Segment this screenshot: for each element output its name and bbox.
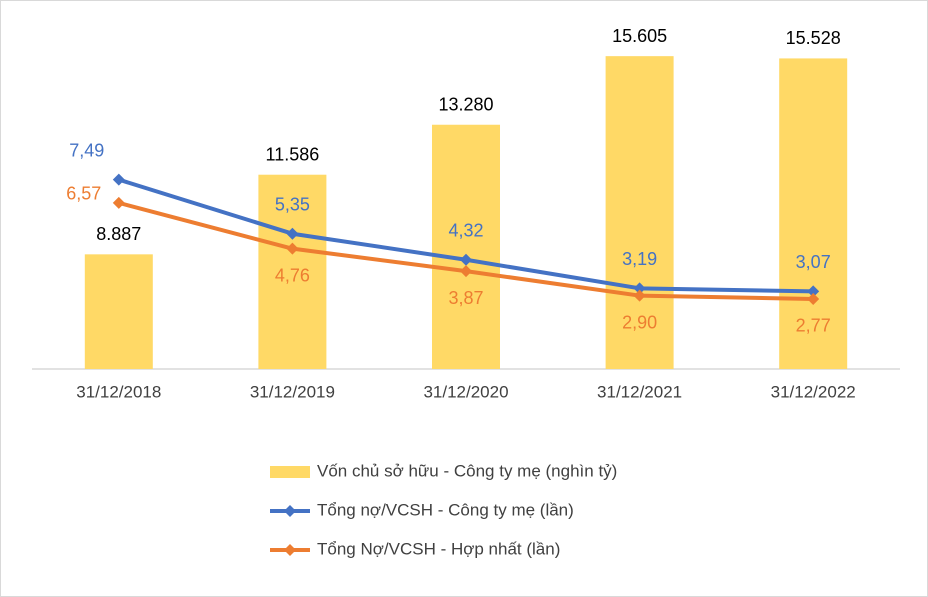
x-tick-label: 31/12/2020	[423, 382, 508, 401]
bar	[258, 174, 327, 369]
bar	[432, 124, 500, 370]
value-label: 15.528	[786, 28, 841, 48]
marker	[286, 227, 299, 240]
legend-marker	[284, 544, 296, 556]
value-label: 11.586	[266, 144, 320, 164]
value-label: 8.887	[96, 224, 141, 244]
x-tick-label: 31/12/2019	[250, 382, 335, 401]
value-label: 3,07	[796, 252, 831, 272]
bar	[84, 254, 153, 369]
marker	[112, 173, 125, 186]
value-label: 13.280	[438, 94, 493, 114]
value-label: 6,57	[66, 184, 101, 204]
value-label: 3,87	[448, 288, 483, 308]
value-label: 7,49	[69, 140, 104, 160]
marker	[633, 289, 646, 302]
marker	[286, 242, 299, 255]
legend-label: Vốn chủ sở hữu - Công ty mẹ (nghìn tỷ)	[317, 461, 617, 480]
marker	[460, 253, 472, 266]
x-tick-label: 31/12/2021	[597, 382, 682, 401]
marker	[460, 265, 472, 278]
value-label: 4,32	[448, 221, 483, 241]
legend-label: Tổng Nợ/VCSH - Hợp nhất (lần)	[317, 539, 560, 558]
marker	[807, 292, 820, 305]
value-label: 2,90	[622, 312, 657, 332]
x-tick-label: 31/12/2018	[76, 382, 161, 401]
value-label: 15.605	[612, 26, 667, 46]
legend-swatch	[270, 466, 310, 478]
marker	[633, 282, 646, 295]
value-label: 3,19	[622, 249, 657, 269]
bar	[605, 56, 674, 370]
value-label: 5,35	[275, 194, 310, 214]
marker	[112, 196, 125, 209]
marker	[807, 285, 820, 298]
legend-marker	[284, 505, 296, 517]
value-label: 4,76	[275, 265, 310, 285]
legend-label: Tổng nợ/VCSH - Công ty mẹ (lần)	[317, 500, 574, 519]
x-tick-label: 31/12/2022	[771, 382, 856, 401]
bar	[779, 58, 848, 369]
value-label: 2,77	[796, 316, 831, 336]
